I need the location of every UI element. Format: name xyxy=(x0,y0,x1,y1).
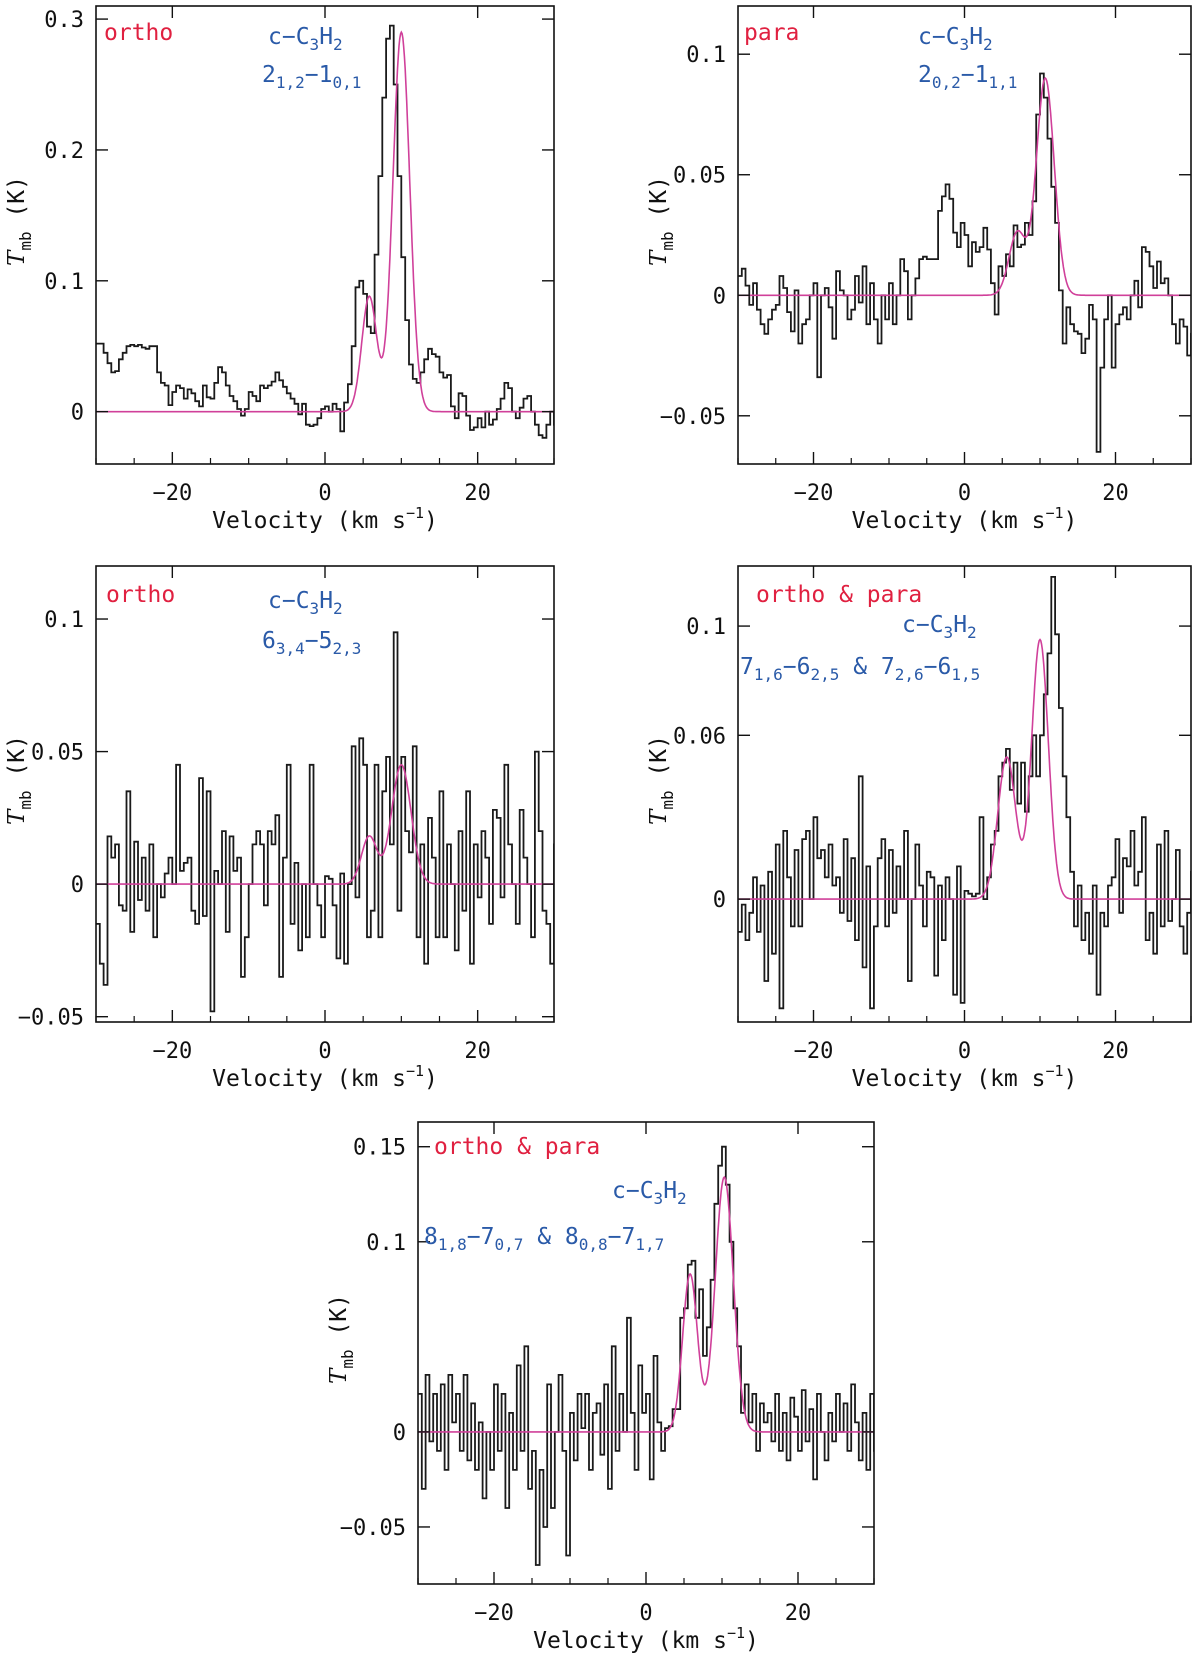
spin-state-label: ortho xyxy=(106,582,175,608)
y-tick-label: 0 xyxy=(393,1421,406,1446)
x-tick-label: 0 xyxy=(639,1601,652,1626)
y-tick-label: 0 xyxy=(71,401,84,426)
x-tick-label: 0 xyxy=(958,481,971,506)
y-axis-label: Tmb (K) xyxy=(326,1294,357,1384)
y-tick-label: 0.1 xyxy=(686,43,726,68)
x-tick-label: −20 xyxy=(152,1039,192,1064)
gaussian-fit-line xyxy=(418,1175,874,1433)
gaussian-fit-line xyxy=(738,638,1191,900)
spectrum-panel-3: −20 0 20 −0.05 0 0.05 0.1 Velocity (km s−1) Tmb … xyxy=(4,565,555,1092)
x-tick-label: 0 xyxy=(318,1039,331,1064)
gaussian-fit-line xyxy=(96,30,554,413)
x-tick-label: 20 xyxy=(1102,481,1129,506)
y-tick-label: −0.05 xyxy=(660,405,726,430)
y-tick-label: 0.05 xyxy=(673,164,726,189)
spectrum-histogram xyxy=(96,24,554,439)
y-tick-label: 0 xyxy=(71,873,84,898)
spectrum-histogram xyxy=(96,631,554,1013)
y-axis-label: Tmb (K) xyxy=(646,176,677,266)
transition-label: 21,2​−10,1​ xyxy=(262,62,361,92)
x-tick-label: −20 xyxy=(794,1039,834,1064)
x-axis-label: Velocity (km s−1) xyxy=(212,1062,438,1092)
gaussian-fit-line xyxy=(96,763,554,885)
x-tick-label: 20 xyxy=(464,481,491,506)
y-tick-label: −0.05 xyxy=(18,1006,84,1031)
y-axis-label: Tmb (K) xyxy=(4,176,35,266)
spin-state-label: ortho & para xyxy=(434,1134,600,1160)
y-tick-label: 0.3 xyxy=(44,8,84,33)
y-tick-label: 0 xyxy=(713,284,726,309)
spectrum-panel-1: −20 0 20 0 0.1 0.2 0.3 Velocity (km s−1) Tmb (K)… xyxy=(4,5,555,534)
y-tick-label: 0.1 xyxy=(366,1231,406,1256)
spectrum-histogram xyxy=(738,576,1191,1010)
molecule-label: c−C3H2 xyxy=(918,24,993,54)
y-tick-label: 0 xyxy=(713,888,726,913)
molecule-label: c−C3H2 xyxy=(612,1178,687,1208)
spectrum-histogram xyxy=(738,72,1191,453)
spectrum-histogram xyxy=(418,1145,874,1566)
x-axis-label: Velocity (km s−1) xyxy=(212,504,438,534)
y-tick-label: 0.1 xyxy=(44,608,84,633)
y-tick-label: −0.05 xyxy=(340,1516,406,1541)
x-tick-label: 20 xyxy=(464,1039,491,1064)
transition-label: 63,4​−52,3​ xyxy=(262,628,361,658)
x-tick-label: 20 xyxy=(1102,1039,1129,1064)
y-tick-label: 0.05 xyxy=(31,741,84,766)
spin-state-label: para xyxy=(744,20,799,46)
y-axis-label: Tmb (K) xyxy=(646,735,677,825)
transition-label: 20,2​−11,1​ xyxy=(918,62,1017,92)
molecule-label: c−C3H2 xyxy=(268,588,343,618)
x-tick-label: 0 xyxy=(318,481,331,506)
x-axis-label: Velocity (km s−1) xyxy=(533,1624,759,1654)
y-axis-label: Tmb (K) xyxy=(4,735,35,825)
x-tick-label: −20 xyxy=(474,1601,514,1626)
spin-state-label: ortho xyxy=(104,20,173,46)
spectrum-panel-2: −20 0 20 −0.05 0 0.05 0.1 Velocity (km s−1) Tmb … xyxy=(646,5,1192,534)
x-tick-label: −20 xyxy=(794,481,834,506)
molecule-label: c−C3H2 xyxy=(902,612,977,642)
transition-label: 71,6​−62,5​ & 72,6​−61,5​ xyxy=(740,654,980,684)
y-tick-label: 0.1 xyxy=(44,270,84,295)
x-tick-label: 20 xyxy=(785,1601,812,1626)
spectrum-panel-4: −20 0 20 0 0.06 0.1 Velocity (km s−1) Tmb (K) or… xyxy=(646,565,1192,1092)
gaussian-fit-line xyxy=(738,76,1191,297)
molecule-label: c−C3H2 xyxy=(268,24,343,54)
transition-label: 81,8​−70,7​ & 80,8​−71,7​ xyxy=(424,1224,664,1254)
x-tick-label: 0 xyxy=(958,1039,971,1064)
x-axis-label: Velocity (km s−1) xyxy=(852,504,1078,534)
y-tick-label: 0.06 xyxy=(673,724,726,749)
y-tick-label: 0.15 xyxy=(353,1136,406,1161)
y-tick-label: 0.2 xyxy=(44,139,84,164)
x-axis-label: Velocity (km s−1) xyxy=(852,1062,1078,1092)
x-tick-label: −20 xyxy=(152,481,192,506)
spectrum-panel-5: −20 0 20 −0.05 0 0.1 0.15 Velocity (km s−1) Tmb … xyxy=(326,1121,875,1654)
spin-state-label: ortho & para xyxy=(756,582,922,608)
y-tick-label: 0.1 xyxy=(686,615,726,640)
